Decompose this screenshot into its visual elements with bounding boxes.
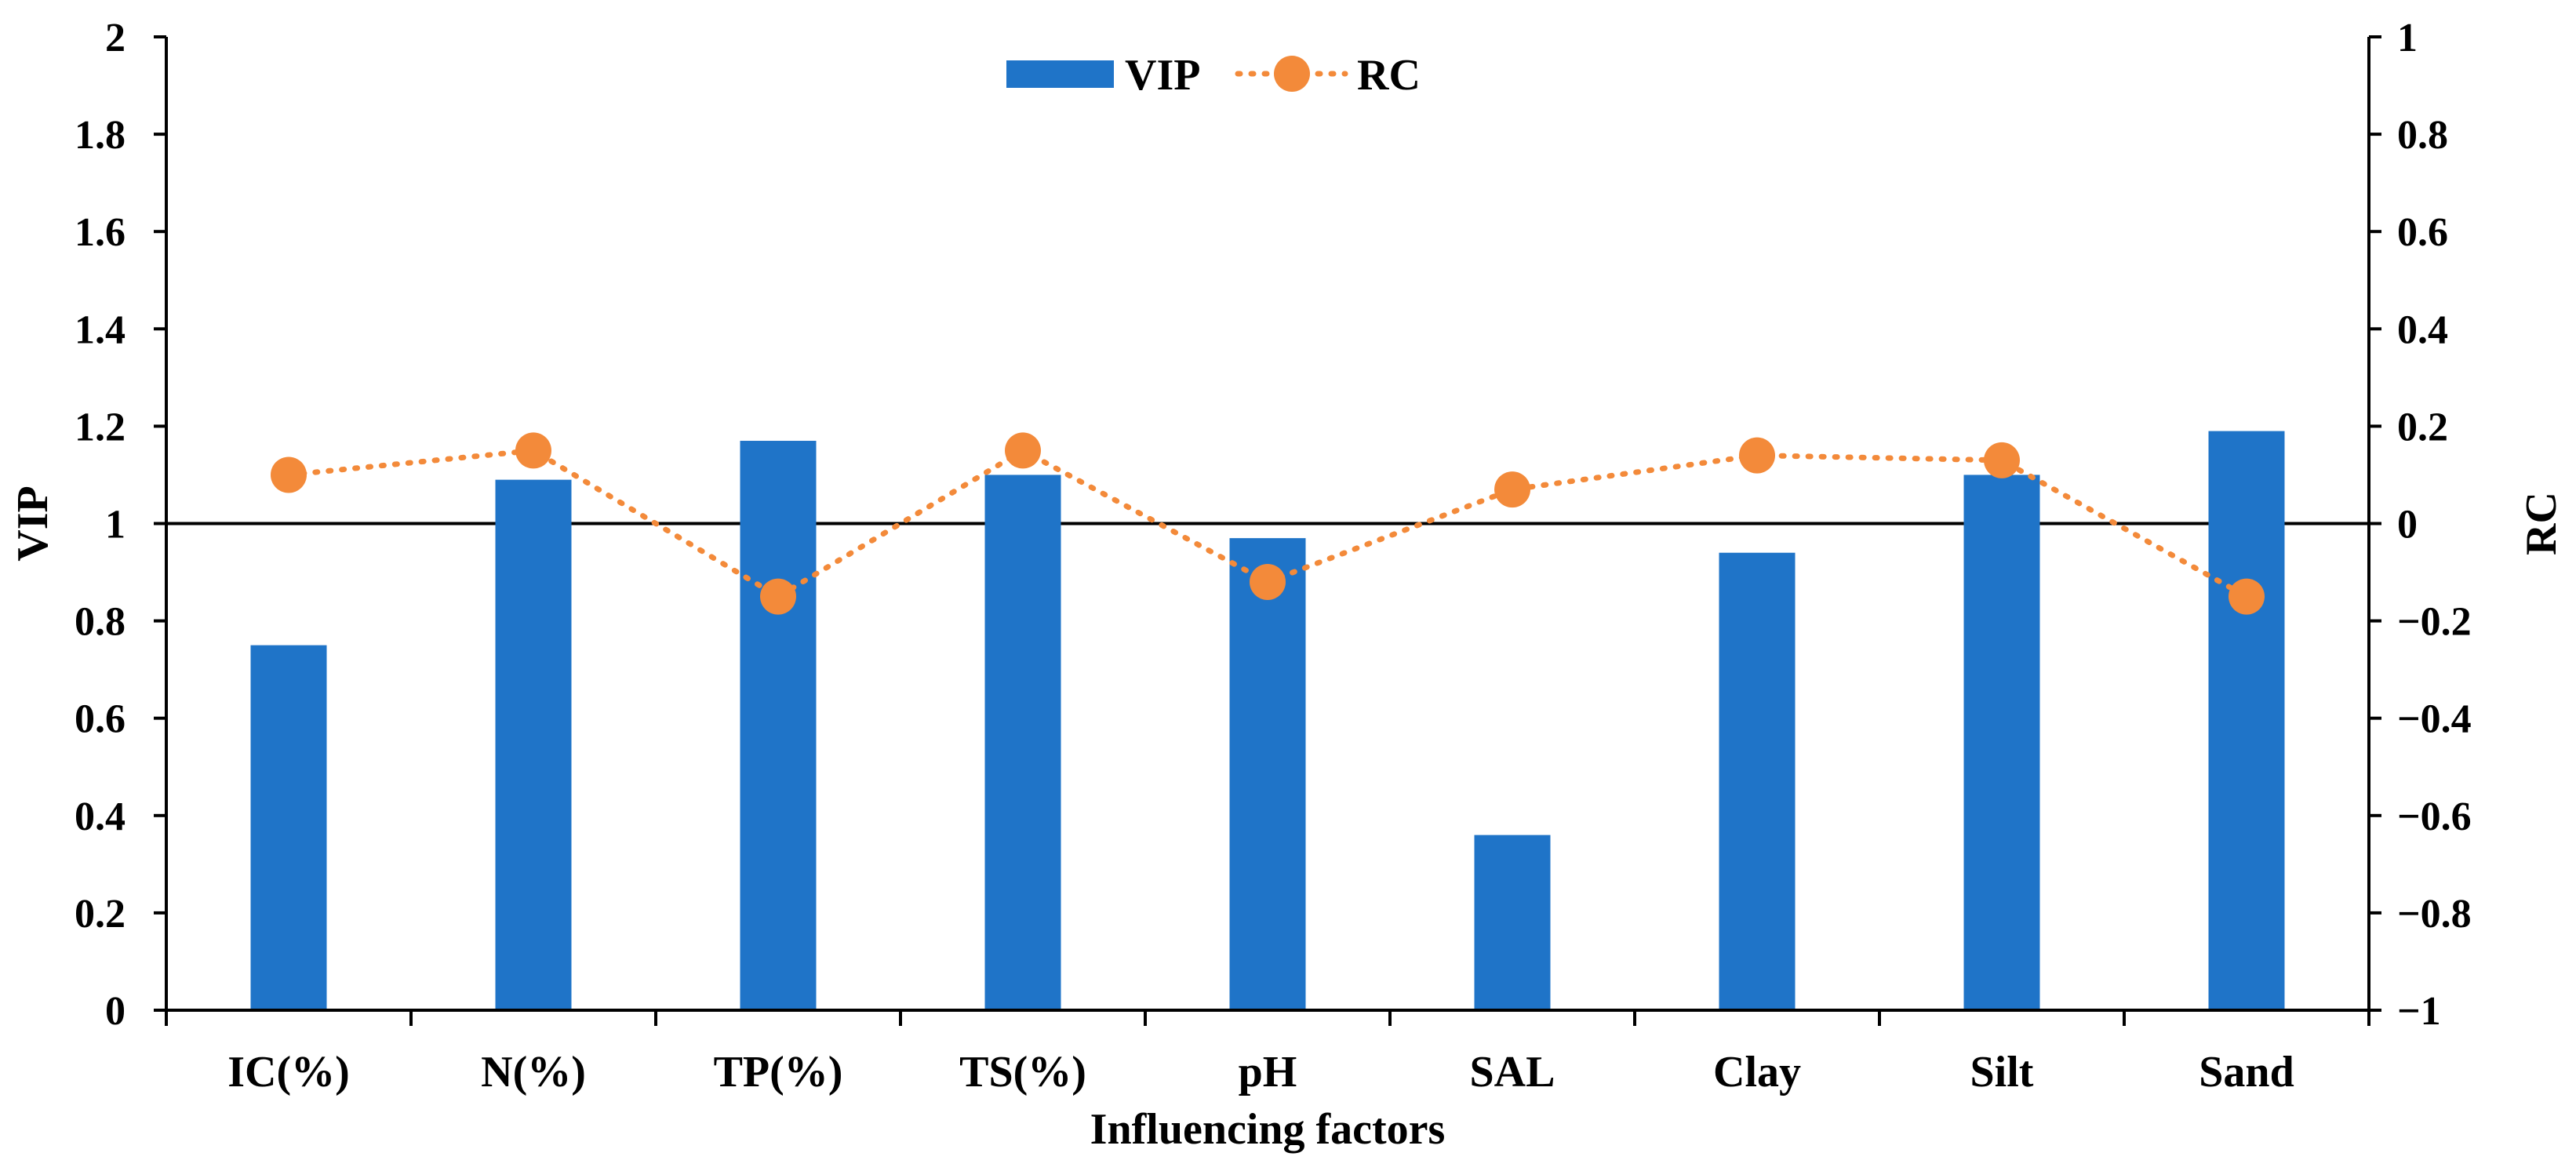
- left-tick-label-2: 0.4: [75, 795, 126, 839]
- x-tick-label-0: IC(%): [227, 1048, 350, 1096]
- vip-bar-3: [984, 475, 1061, 1010]
- legend-vip-swatch: [1006, 60, 1114, 88]
- rc-point-7: [1984, 442, 2020, 478]
- x-tick-label-5: SAL: [1470, 1048, 1555, 1096]
- x-tick-label-1: N(%): [481, 1048, 586, 1096]
- axis-labels: Influencing factors VIP RC: [9, 485, 2566, 1154]
- vip-bar-4: [1229, 538, 1306, 1010]
- vip-bar-8: [2208, 431, 2285, 1010]
- vip-bar-1: [495, 479, 572, 1010]
- left-tick-label-5: 1: [105, 503, 126, 547]
- vip-bar-7: [1963, 475, 2040, 1010]
- x-tick-label-2: TP(%): [714, 1048, 843, 1096]
- right-tick-label-2: −0.6: [2397, 795, 2472, 839]
- left-tick-label-10: 2: [105, 16, 126, 60]
- rc-point-1: [515, 432, 551, 469]
- x-tick-label-4: pH: [1239, 1048, 1297, 1096]
- right-tick-label-3: −0.4: [2397, 697, 2472, 742]
- right-tick-label-8: 0.6: [2397, 210, 2448, 255]
- rc-point-5: [1494, 471, 1530, 508]
- vip-bar-2: [740, 441, 817, 1010]
- legend-rc-marker: [1274, 56, 1310, 92]
- rc-point-4: [1250, 563, 1286, 600]
- right-tick-label-6: 0.2: [2397, 405, 2448, 449]
- legend-rc-label: RC: [1357, 51, 1421, 100]
- x-tick-label-3: TS(%): [959, 1048, 1086, 1096]
- right-tick-label-0: −1: [2397, 989, 2441, 1034]
- rc-point-6: [1739, 437, 1775, 474]
- left-tick-label-7: 1.4: [75, 307, 126, 352]
- left-tick-label-1: 0.2: [75, 892, 126, 936]
- y2-axis-title: RC: [2517, 492, 2566, 555]
- rc-point-3: [1005, 432, 1041, 469]
- x-axis-title: Influencing factors: [1090, 1105, 1446, 1154]
- rc-point-8: [2229, 578, 2265, 615]
- vip-bar-6: [1719, 552, 1796, 1010]
- x-tick-label-8: Sand: [2199, 1048, 2294, 1096]
- rc-point-0: [271, 456, 307, 493]
- left-tick-label-4: 0.8: [75, 600, 126, 645]
- left-tick-label-0: 0: [105, 989, 126, 1034]
- left-tick-label-9: 1.8: [75, 113, 126, 158]
- vip-bars: [250, 431, 2285, 1010]
- axes: 0 0.2 0.4 0.6 0.8 1 1.2 1.4 1.6 1.8 2 −1 −0.8 −0.6 −0.…: [75, 16, 2472, 1096]
- x-tick-label-6: Clay: [1713, 1048, 1801, 1096]
- right-tick-label-4: −0.2: [2397, 600, 2472, 645]
- left-tick-label-8: 1.6: [75, 210, 126, 255]
- x-tick-label-7: Silt: [1970, 1048, 2034, 1096]
- vip-bar-5: [1474, 835, 1551, 1010]
- right-tick-label-1: −0.8: [2397, 892, 2472, 936]
- left-tick-label-3: 0.6: [75, 697, 126, 742]
- right-tick-label-9: 0.8: [2397, 113, 2448, 158]
- left-tick-label-6: 1.2: [75, 405, 126, 449]
- rc-line-series: [271, 432, 2265, 615]
- right-tick-label-5: 0: [2397, 503, 2418, 547]
- y-axis-title: VIP: [9, 485, 57, 561]
- legend-vip-label: VIP: [1125, 51, 1200, 100]
- right-tick-label-7: 0.4: [2397, 307, 2448, 352]
- rc-point-2: [760, 578, 796, 615]
- right-tick-label-10: 1: [2397, 16, 2418, 60]
- vip-bar-0: [250, 645, 327, 1010]
- legend: VIP RC: [1006, 51, 1421, 100]
